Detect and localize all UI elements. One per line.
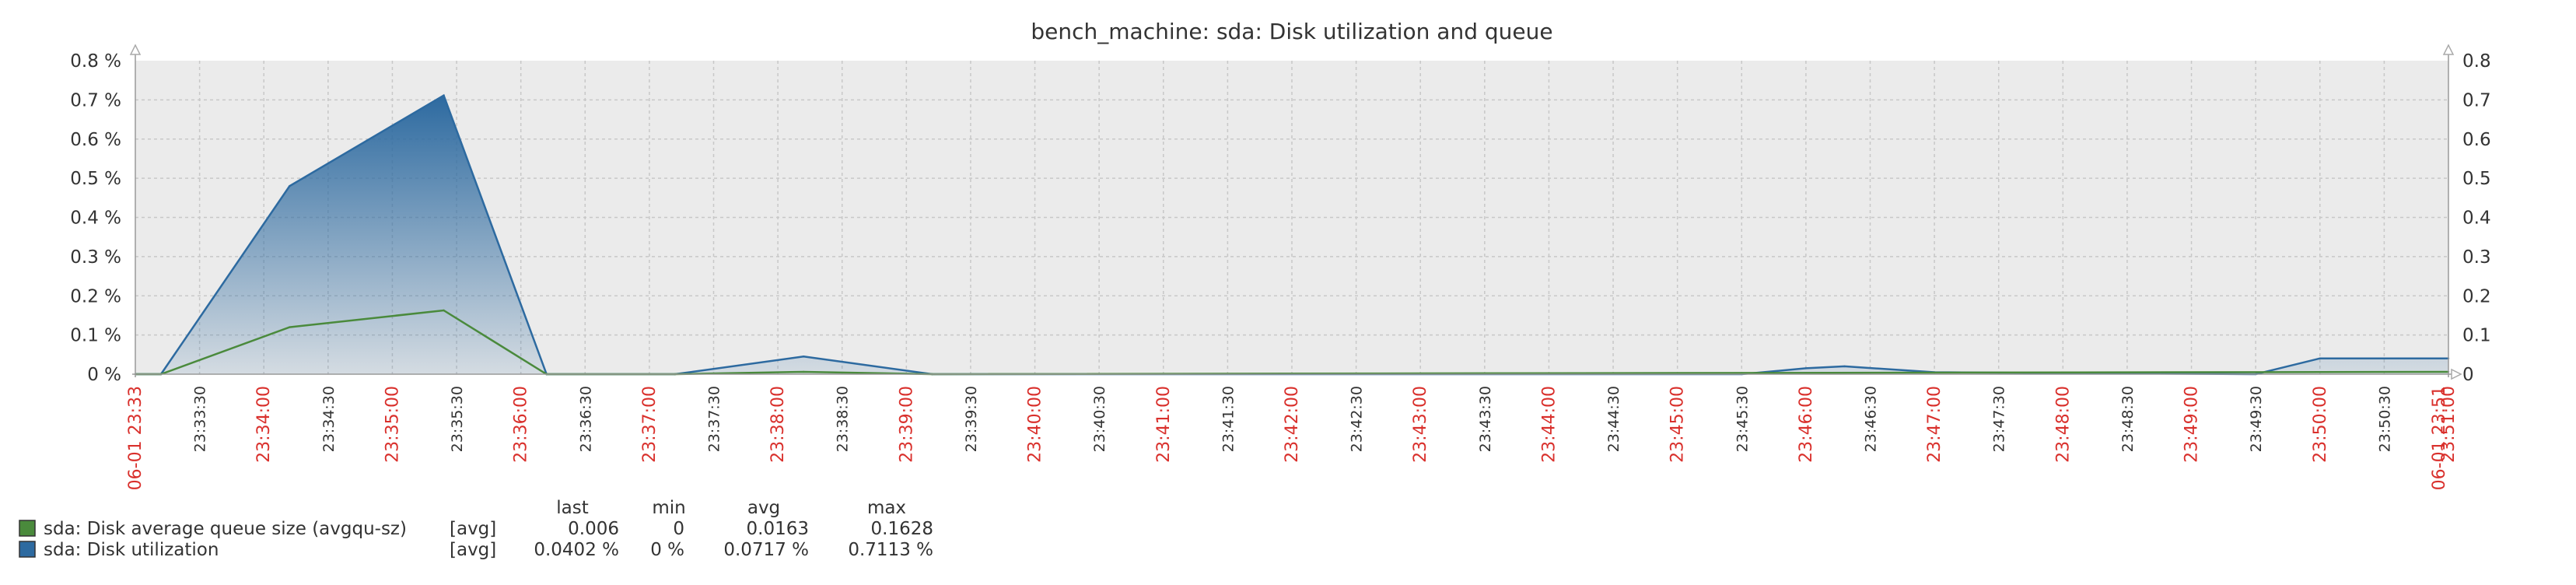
legend-swatch [19, 520, 36, 537]
y-tick-label-left: 0.3 % [70, 247, 121, 268]
data-point [443, 309, 445, 312]
legend-header-min: min [652, 498, 685, 518]
x-tick-label: 23:48:30 [2119, 386, 2137, 452]
x-tick-label: 23:37:00 [640, 386, 660, 463]
x-tick-label: 23:44:30 [1605, 386, 1622, 452]
data-point [1804, 367, 1808, 370]
x-tick-label: 23:38:30 [835, 386, 852, 452]
x-tick-label: 23:50:00 [2311, 386, 2330, 463]
x-tick-label: 23:43:00 [1411, 386, 1430, 463]
legend-header-max: max [867, 498, 906, 518]
x-tick-label: 23:45:00 [1668, 386, 1688, 463]
legend-avg: 0.0163 [747, 519, 809, 539]
x-tick-label: 23:46:00 [1797, 386, 1816, 463]
x-tick-label: 23:40:00 [1026, 386, 1045, 463]
y-tick-label-right: 0.3 [2462, 247, 2491, 268]
x-tick-label: 23:46:30 [1863, 386, 1880, 452]
x-tick-label: 23:47:00 [1925, 386, 1944, 463]
legend-swatch [19, 541, 36, 558]
y-tick-label-left: 0.4 % [70, 208, 121, 229]
x-tick-label: 23:35:00 [383, 386, 402, 463]
x-tick-label: 06-01 23:51 [2430, 386, 2449, 490]
x-tick-label: 23:39:30 [963, 386, 980, 452]
x-tick-label: 23:49:30 [2248, 386, 2265, 452]
x-tick-label: 23:37:30 [706, 386, 723, 452]
legend-avg: 0.0717 % [723, 540, 809, 560]
y-tick-label-right: 0.4 [2462, 208, 2491, 229]
x-tick-label: 23:40:30 [1091, 386, 1108, 452]
legend-last: 0.006 [568, 519, 619, 539]
x-axis-arrow [2451, 368, 2462, 380]
y-tick-label-right: 0.7 [2462, 90, 2491, 110]
x-tick-label: 23:51:00 [2439, 386, 2459, 463]
x-tick-label: 23:48:00 [2053, 386, 2073, 463]
x-tick-label: 23:50:30 [2376, 386, 2393, 452]
x-tick-label: 23:41:00 [1154, 386, 1174, 463]
data-point [289, 326, 291, 328]
y-tick-label-right: 0.5 [2462, 169, 2491, 189]
legend-header-last: last [556, 498, 589, 518]
y-tick-label-left: 0.8 % [70, 51, 121, 72]
y-tick-label-left: 0.6 % [70, 130, 121, 150]
x-tick-label: 23:39:00 [897, 386, 916, 463]
data-point [1843, 365, 1846, 368]
y-tick-label-left: 0.5 % [70, 169, 121, 189]
x-tick-label: 23:44:00 [1539, 386, 1559, 463]
x-tick-label: 23:41:30 [1220, 386, 1237, 452]
data-point [802, 356, 805, 358]
y-tick-label-left: 0.7 % [70, 90, 121, 110]
x-tick-label: 23:42:00 [1283, 386, 1302, 463]
y-tick-label-right: 0.6 [2462, 130, 2491, 150]
x-tick-label: 23:43:30 [1477, 386, 1494, 452]
legend-last: 0.0402 % [534, 540, 619, 560]
y-tick-label-right: 0.8 [2462, 51, 2491, 72]
y-tick-label-right: 0 [2462, 365, 2474, 385]
x-tick-label: 23:45:30 [1734, 386, 1751, 452]
data-point [443, 94, 445, 96]
y-tick-label-left: 0.2 % [70, 286, 121, 307]
x-tick-label: 23:42:30 [1349, 386, 1366, 452]
x-tick-label: 23:36:00 [512, 386, 531, 463]
x-tick-label: 23:33:30 [192, 386, 209, 452]
x-tick-label: 23:35:30 [449, 386, 466, 452]
y-axis-arrow-left [129, 44, 142, 55]
y-tick-label-right: 0.2 [2462, 286, 2491, 307]
x-tick-label: 06-01 23:33 [126, 386, 145, 490]
legend-series-name: sda: Disk utilization [44, 540, 219, 560]
x-tick-label: 23:38:00 [768, 386, 788, 463]
legend-header-avg: avg [747, 498, 780, 518]
x-tick-label: 23:34:30 [320, 386, 338, 452]
x-tick-label: 23:34:00 [254, 386, 274, 463]
data-point [289, 185, 291, 187]
legend-max: 0.1628 [871, 519, 933, 539]
y-tick-label-right: 0.1 [2462, 326, 2491, 346]
legend-max: 0.7113 % [848, 540, 933, 560]
series-area-disk-utilization [135, 95, 2448, 374]
legend-func: [avg] [450, 519, 496, 539]
legend-min: 0 % [650, 540, 684, 560]
y-axis-arrow-right [2442, 44, 2455, 55]
legend-min: 0 [673, 519, 684, 539]
legend-series-name: sda: Disk average queue size (avgqu-sz) [44, 519, 407, 539]
data-point [802, 370, 805, 373]
chart-title: bench_machine: sda: Disk utilization and… [1031, 19, 1552, 44]
x-tick-label: 23:49:00 [2182, 386, 2202, 463]
y-tick-label-left: 0.1 % [70, 326, 121, 346]
legend-func: [avg] [450, 540, 496, 560]
y-tick-label-left: 0 % [87, 365, 121, 385]
data-point [2319, 357, 2321, 359]
x-tick-label: 23:47:30 [1991, 386, 2008, 452]
x-tick-label: 23:36:30 [577, 386, 594, 452]
